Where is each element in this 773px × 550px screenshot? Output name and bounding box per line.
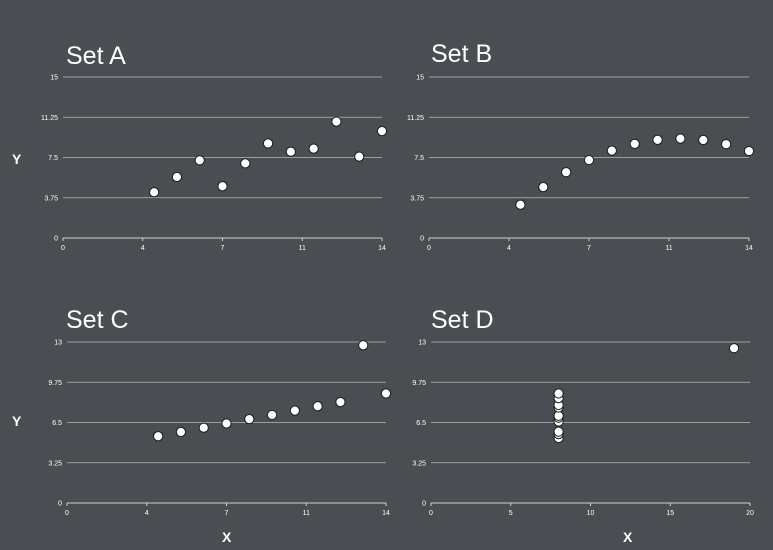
title-set-b: Set B: [431, 40, 493, 68]
ytick-label-a-3: 11.25: [41, 115, 58, 122]
ytick-label-c-4: 13: [54, 340, 62, 347]
ytick-label-d-2: 6.5: [416, 420, 426, 427]
xtick-label-b-2: 7: [587, 245, 591, 252]
data-point-a-0: [149, 187, 160, 198]
data-point-c-10: [380, 388, 392, 399]
xtick-label-a-2: 7: [221, 245, 225, 252]
data-point-b-10: [743, 145, 755, 157]
data-point-a-6: [285, 146, 296, 157]
data-point-c-6: [289, 405, 300, 416]
ytick-label-d-4: 13: [418, 340, 426, 347]
xtick-label-c-0: 0: [65, 510, 69, 517]
xtick-label-a-0: 0: [61, 245, 65, 252]
data-point-b-3: [583, 154, 595, 166]
plot-set-d: 0 3.25 6.5 9.75 13 0 5 10 15 20: [412, 340, 754, 518]
data-point-c-2: [198, 422, 209, 433]
ytick-label-b-2: 7.5: [414, 155, 424, 162]
ytick-label-d-1: 3.25: [412, 460, 426, 467]
title-set-a: Set A: [66, 42, 126, 70]
xtick-label-b-1: 4: [507, 245, 511, 252]
data-point-a-10: [376, 125, 388, 137]
xtick-label-c-1: 4: [145, 510, 149, 517]
data-point-b-6: [652, 134, 663, 145]
ytick-label-b-0: 0: [420, 236, 424, 243]
xtick-label-c-2: 7: [225, 510, 229, 517]
data-point-c-7: [312, 401, 323, 412]
data-point-b-5: [629, 138, 640, 149]
title-set-d: Set D: [431, 306, 494, 334]
data-point-d-2: [553, 426, 564, 437]
plot-set-c: 0 3.25 6.5 9.75 13 0 4 7 11 14: [48, 340, 392, 517]
y-axis-label-bottom: Y: [12, 413, 22, 429]
xtick-label-d-2: 10: [587, 510, 595, 517]
data-point-c-3: [221, 418, 232, 429]
data-point-d-10: [728, 343, 740, 354]
data-point-a-4: [240, 158, 251, 169]
plot-set-b: 0 3.75 7.5 11.25 15 0 4 7 11 14: [407, 75, 755, 252]
title-set-c: Set C: [66, 306, 129, 334]
data-point-a-9: [354, 151, 365, 162]
data-point-b-0: [515, 199, 526, 210]
ytick-label-d-3: 9.75: [412, 380, 426, 387]
data-point-a-2: [194, 155, 205, 166]
xtick-label-a-3: 11: [299, 245, 306, 252]
xtick-label-b-0: 0: [427, 245, 431, 252]
xtick-label-a-1: 4: [141, 245, 145, 252]
plot-set-a: 0 3.75 7.5 11.25 15 0 4 7 11 14: [41, 75, 388, 252]
data-point-c-5: [266, 409, 278, 421]
xtick-label-b-4: 14: [745, 245, 753, 252]
ytick-label-c-3: 9.75: [48, 380, 62, 387]
data-point-a-3: [217, 181, 228, 192]
ytick-label-c-2: 6.5: [52, 420, 62, 427]
xtick-label-c-3: 11: [303, 510, 310, 517]
ytick-label-a-1: 3.75: [44, 195, 58, 202]
xtick-label-c-4: 14: [382, 510, 390, 517]
x-axis-label-right: X: [623, 529, 633, 545]
data-point-a-5: [262, 138, 274, 149]
data-point-b-1: [538, 182, 549, 193]
x-axis-label-left: X: [222, 529, 232, 545]
data-point-b-9: [721, 139, 732, 150]
y-axis-label-top: Y: [12, 151, 22, 167]
data-point-b-4: [606, 145, 617, 156]
ytick-label-b-4: 15: [416, 75, 424, 82]
data-point-b-2: [561, 167, 572, 178]
data-point-c-9: [358, 340, 369, 351]
data-point-b-7: [675, 133, 686, 144]
ytick-label-c-0: 0: [58, 501, 62, 508]
ytick-label-a-4: 15: [50, 75, 58, 82]
data-point-c-4: [244, 414, 255, 425]
ytick-label-b-3: 11.25: [407, 115, 424, 122]
data-point-a-8: [331, 116, 342, 127]
data-point-b-8: [698, 134, 709, 146]
ytick-label-b-1: 3.75: [410, 195, 424, 202]
data-point-c-1: [175, 426, 187, 438]
data-point-c-0: [153, 431, 164, 442]
xtick-label-d-4: 20: [746, 510, 754, 517]
ytick-label-c-1: 3.25: [48, 460, 62, 467]
ytick-label-a-2: 7.5: [48, 155, 58, 162]
xtick-label-d-3: 15: [666, 510, 674, 517]
xtick-label-a-4: 14: [378, 245, 386, 252]
data-point-c-8: [335, 396, 346, 408]
ytick-label-a-0: 0: [54, 236, 58, 243]
xtick-label-d-0: 0: [429, 510, 433, 517]
xtick-label-d-1: 5: [509, 510, 513, 517]
data-point-d-9: [553, 388, 564, 399]
data-point-a-7: [308, 143, 319, 154]
xtick-label-b-3: 11: [665, 245, 672, 252]
ytick-label-d-0: 0: [422, 501, 426, 508]
data-point-a-1: [171, 171, 183, 183]
